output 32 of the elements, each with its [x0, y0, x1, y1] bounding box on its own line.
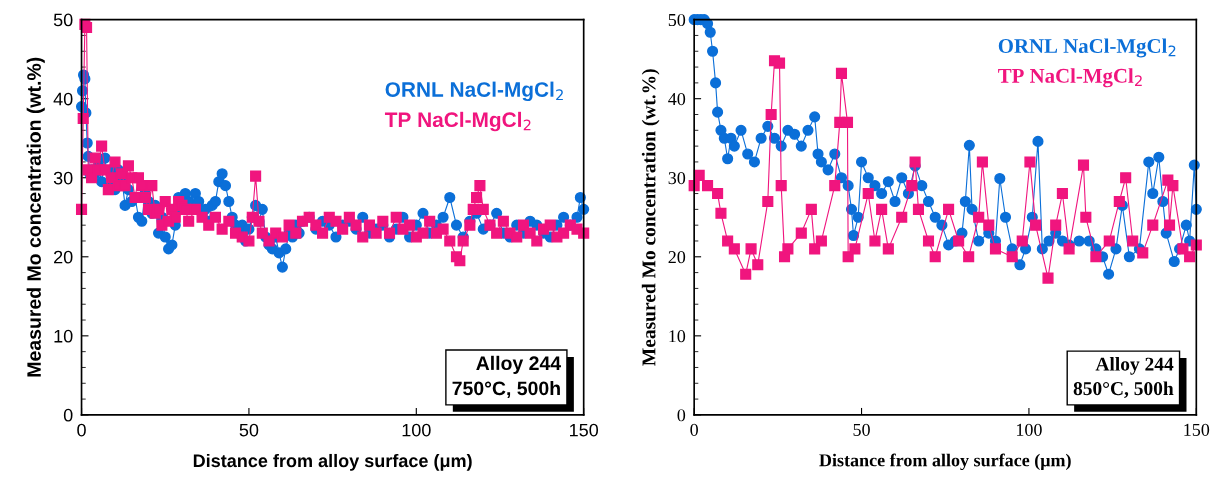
y-tick-label: 20 [54, 250, 73, 264]
annotation: 750°C, 500h [452, 380, 560, 399]
y-axis-title: Measured Mo concentration (wt.%) [641, 69, 660, 366]
y-tick-label: 10 [54, 329, 73, 343]
y-tick-label: 30 [668, 172, 686, 185]
x-tick-label: 150 [570, 423, 599, 437]
y-axis-title: Measured Mo concentration (wt.%) [26, 57, 45, 377]
x-axis-title: Distance from alloy surface (μm) [193, 453, 472, 471]
annotation: 850°C, 500h [1073, 381, 1174, 398]
y-tick-label: 20 [668, 251, 686, 264]
y-tick-label: 0 [63, 408, 73, 422]
annotation: Alloy 244 [1095, 357, 1174, 375]
x-tick-label: 100 [402, 423, 431, 437]
x-tick-label: 150 [1184, 423, 1210, 436]
x-axis-title: Distance from alloy surface (μm) [819, 453, 1071, 471]
text: TP NaCl-MgCl$_{2}$ [384, 111, 531, 132]
y-tick-label: 30 [53, 171, 73, 185]
y-tick-label: 10 [669, 330, 686, 343]
y-tick-label: 0 [677, 409, 686, 422]
text: ORNL NaCl-MgCl$_{2}$ [998, 38, 1176, 58]
y-tick-label: 50 [668, 13, 686, 27]
x-tick-label: 0 [77, 423, 86, 437]
y-tick-label: 40 [53, 92, 73, 106]
annotation: Alloy 244 [476, 355, 561, 374]
text: TP NaCl-MgCl$_{2}$ [998, 68, 1142, 88]
x-tick-label: 0 [690, 423, 698, 436]
x-tick-label: 100 [1016, 423, 1042, 436]
y-tick-label: 50 [53, 13, 73, 27]
y-tick-label: 40 [668, 92, 686, 106]
x-tick-label: 50 [239, 423, 259, 437]
text: ORNL NaCl-MgCl$_{2}$ [385, 81, 563, 102]
x-tick-label: 50 [853, 423, 870, 436]
